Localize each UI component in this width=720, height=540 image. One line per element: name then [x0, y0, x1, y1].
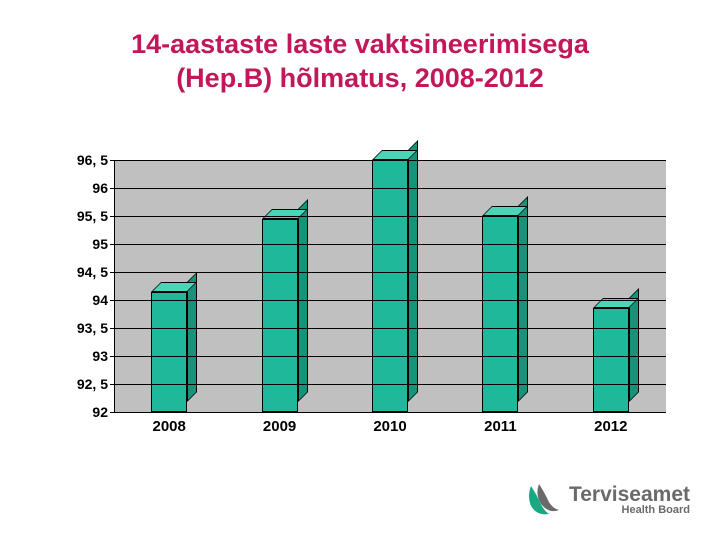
y-tick-mark [110, 244, 114, 245]
logo-name: Terviseamet [569, 484, 690, 505]
x-tick-label: 2009 [263, 418, 296, 435]
y-tick-label: 93, 5 [77, 320, 108, 336]
gridline [114, 272, 666, 273]
bar-front [151, 292, 187, 412]
y-tick-label: 94 [92, 292, 108, 308]
bar-side [187, 272, 197, 402]
y-tick-mark [110, 160, 114, 161]
bar-chart: 9292, 59393, 59494, 59595, 59696, 5 2008… [56, 160, 666, 440]
bar [151, 292, 187, 412]
x-tick-label: 2008 [153, 418, 186, 435]
y-tick-mark [110, 356, 114, 357]
x-tick-label: 2011 [484, 418, 517, 435]
y-tick-label: 96, 5 [77, 152, 108, 168]
y-tick-mark [110, 216, 114, 217]
y-tick-label: 94, 5 [77, 264, 108, 280]
gridline [114, 300, 666, 301]
bar-side [518, 196, 528, 402]
y-tick-label: 95 [92, 236, 108, 252]
bar [372, 160, 408, 412]
gridline [114, 328, 666, 329]
y-tick-mark [110, 412, 114, 413]
title-line1: 14-aastaste laste vaktsineerimisega [131, 29, 589, 59]
y-tick-label: 96 [92, 180, 108, 196]
y-tick-label: 92, 5 [77, 376, 108, 392]
title-line2: (Hep.B) hõlmatus, 2008-2012 [176, 63, 544, 93]
plot-area [114, 160, 666, 412]
y-axis-line [114, 160, 115, 412]
bar-front [482, 216, 518, 412]
y-axis: 9292, 59393, 59494, 59595, 59696, 5 [56, 160, 112, 412]
y-tick-mark [110, 328, 114, 329]
y-tick-mark [110, 300, 114, 301]
gridline [114, 160, 666, 161]
y-tick-label: 93 [92, 348, 108, 364]
x-tick-label: 2010 [373, 418, 406, 435]
logo-mark-icon [525, 482, 561, 518]
logo-sub: Health Board [622, 505, 690, 516]
gridline [114, 216, 666, 217]
x-axis-line [114, 412, 666, 413]
logo-text: Terviseamet Health Board [569, 484, 690, 516]
gridline [114, 244, 666, 245]
y-tick-mark [110, 272, 114, 273]
bar-front [372, 160, 408, 412]
y-tick-label: 92 [92, 404, 108, 420]
bars-layer [114, 160, 666, 412]
x-axis-labels: 2008 2009 2010 2011 2012 [114, 418, 666, 442]
y-tick-mark [110, 188, 114, 189]
bar-front [593, 308, 629, 412]
gridline [114, 356, 666, 357]
y-tick-mark [110, 384, 114, 385]
gridline [114, 188, 666, 189]
logo: Terviseamet Health Board [525, 482, 690, 518]
y-tick-label: 95, 5 [77, 208, 108, 224]
bar-side [408, 140, 418, 402]
x-tick-label: 2012 [594, 418, 627, 435]
bar [482, 216, 518, 412]
bar [593, 308, 629, 412]
slide-title: 14-aastaste laste vaktsineerimisega (Hep… [0, 0, 720, 108]
gridline [114, 384, 666, 385]
